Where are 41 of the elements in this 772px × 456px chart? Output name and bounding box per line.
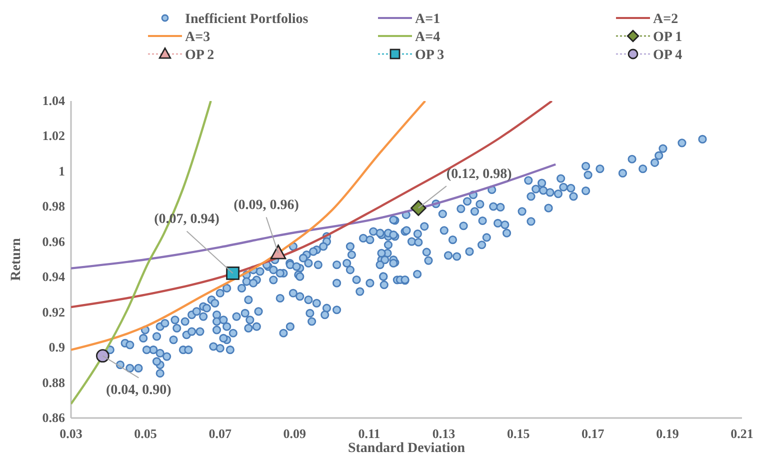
legend-label: A=3 (185, 30, 210, 45)
legend-label: OP 3 (415, 48, 444, 63)
y-tick-label: 0.9 (48, 340, 66, 355)
x-tick-label: 0.11 (358, 426, 380, 441)
legend-label: Inefficient Portfolios (185, 12, 309, 27)
legend-label: OP 4 (653, 48, 682, 63)
point (96, 349, 110, 363)
x-tick-label: 0.09 (283, 426, 307, 441)
x-tick-label: 0.19 (656, 426, 680, 441)
annotation: (0.12, 0.98) (446, 167, 512, 182)
y-tick-label: 0.96 (42, 234, 66, 249)
x-tick-label: 0.03 (60, 426, 83, 441)
point (226, 266, 240, 280)
line-series (71, 163, 557, 270)
annotation: (0.04, 0.90) (106, 382, 172, 398)
y-tick-label: 0.94 (42, 269, 66, 284)
y-tick-label: 0.86 (42, 410, 66, 425)
y-tick-label: 1.04 (42, 93, 66, 108)
x-axis-title: Standard Deviation (348, 441, 466, 456)
x-tick-label: 0.07 (208, 426, 232, 441)
y-tick-label: 1.02 (42, 128, 65, 144)
legend-label: OP 2 (185, 48, 214, 63)
x-tick-label: 0.13 (432, 426, 456, 441)
x-tick-label: 0.05 (134, 426, 158, 441)
annotation: (0.09, 0.96) (234, 198, 300, 214)
legend-label: A=2 (653, 12, 678, 27)
legend-label: OP 1 (653, 30, 682, 45)
legend-label: A=1 (415, 12, 440, 27)
point (270, 244, 286, 260)
point (410, 200, 426, 216)
y-axis-title: Return (9, 238, 24, 281)
x-tick-label: 0.21 (730, 426, 754, 441)
y-tick-label: 0.92 (42, 304, 65, 320)
x-tick-label: 0.15 (506, 426, 530, 441)
y-tick-label: 0.88 (42, 374, 66, 390)
x-tick-label: 0.17 (582, 426, 605, 441)
legend-label: A=4 (415, 30, 440, 45)
line-series (71, 101, 426, 351)
y-tick-label: 1 (58, 163, 65, 178)
y-tick-label: 0.98 (42, 198, 66, 214)
line-series (71, 101, 553, 308)
